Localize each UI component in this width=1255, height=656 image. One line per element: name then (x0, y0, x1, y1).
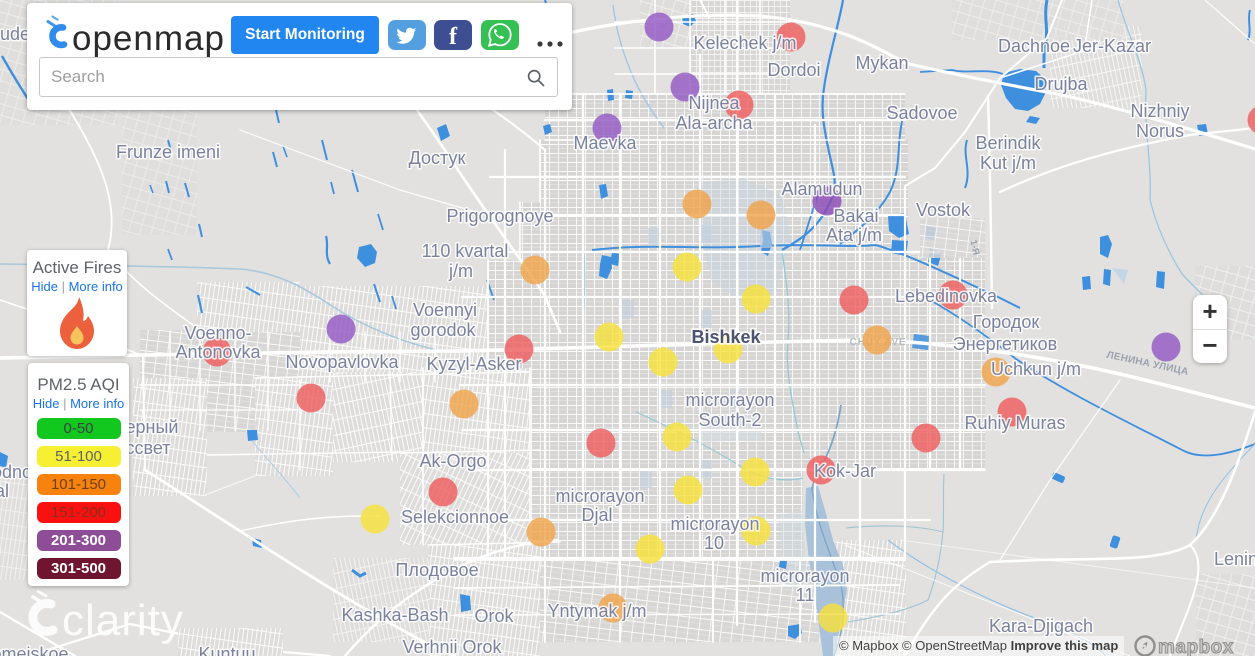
svg-text:South-2: South-2 (698, 410, 761, 430)
svg-text:Jer-Kazar: Jer-Kazar (1073, 36, 1151, 56)
svg-text:Ak-Orgo: Ak-Orgo (419, 451, 486, 471)
svg-text:Kara-Djigach: Kara-Djigach (989, 616, 1093, 636)
svg-text:Городок: Городок (973, 312, 1040, 332)
svg-text:Voenno-: Voenno- (184, 323, 251, 343)
svg-text:Verhnii Orok: Verhnii Orok (402, 637, 502, 656)
svg-text:Uchkun j/m: Uchkun j/m (991, 359, 1081, 379)
svg-text:Bishkek: Bishkek (691, 327, 761, 347)
svg-text:ерный: ерный (126, 417, 179, 437)
svg-text:Sadovoe: Sadovoe (886, 103, 957, 123)
svg-text:Voennyi: Voennyi (413, 300, 477, 320)
svg-text:Kashka-Bash: Kashka-Bash (341, 605, 448, 625)
svg-text:microrayon: microrayon (685, 390, 774, 410)
svg-text:Vostok: Vostok (916, 200, 971, 220)
svg-text:Antonovka: Antonovka (175, 342, 261, 362)
svg-text:Maevka: Maevka (573, 133, 637, 153)
svg-text:Prigorognoye: Prigorognoye (446, 206, 553, 226)
svg-text:Novopavlovka: Novopavlovka (285, 352, 399, 372)
svg-text:Orok: Orok (474, 606, 514, 626)
svg-text:Yntymak j/m: Yntymak j/m (547, 601, 646, 621)
svg-text:Mykan: Mykan (855, 53, 908, 73)
svg-text:Djal: Djal (581, 505, 612, 525)
svg-text:mapbox: mapbox (1158, 637, 1234, 656)
svg-text:Kyzyl-Asker: Kyzyl-Asker (426, 354, 521, 374)
svg-text:Kuntuu: Kuntuu (198, 644, 255, 656)
svg-text:ссвет: ссвет (125, 438, 170, 458)
svg-text:1-Я: 1-Я (967, 239, 981, 256)
svg-text:odno: odno (0, 462, 32, 482)
svg-text:Alamudun: Alamudun (781, 179, 862, 199)
svg-text:Dordoi: Dordoi (767, 60, 820, 80)
svg-text:gorodok: gorodok (410, 320, 476, 340)
svg-text:Bakai: Bakai (833, 206, 878, 226)
svg-text:ude: ude (0, 24, 30, 44)
svg-text:Kok-Jar: Kok-Jar (814, 461, 876, 481)
svg-text:Lenin: Lenin (1214, 549, 1255, 569)
svg-text:Nijnea: Nijnea (688, 93, 740, 113)
svg-text:clarity: clarity (62, 596, 184, 645)
svg-text:openmap: openmap (72, 19, 225, 58)
svg-text:11: 11 (796, 585, 815, 605)
svg-text:microrayon: microrayon (760, 566, 849, 586)
svg-text:110 kvartal: 110 kvartal (422, 241, 509, 261)
svg-text:Lebedinovka: Lebedinovka (895, 286, 998, 306)
svg-text:Norus: Norus (1136, 121, 1184, 141)
svg-text:Kut j/m: Kut j/m (980, 153, 1036, 173)
svg-text:microrayon: microrayon (555, 486, 644, 506)
svg-text:Selekcionnoe: Selekcionnoe (401, 507, 509, 527)
svg-text:Dachnoe: Dachnoe (998, 36, 1070, 56)
svg-text:Drujba: Drujba (1034, 74, 1088, 94)
svg-text:Ala-archa: Ala-archa (675, 113, 753, 133)
svg-text:Энергетиков: Энергетиков (953, 334, 1057, 354)
svg-text:Плодовое: Плодовое (395, 560, 478, 580)
svg-text:omejskoe: omejskoe (0, 644, 69, 656)
svg-text:Nizhniy: Nizhniy (1130, 101, 1189, 121)
svg-text:Ruhiy Muras: Ruhiy Muras (964, 413, 1065, 433)
svg-text:Frunze imeni: Frunze imeni (116, 142, 220, 162)
svg-text:Kelechek j/m: Kelechek j/m (693, 33, 796, 53)
svg-text:j/m: j/m (448, 261, 473, 281)
svg-text:Berindik: Berindik (975, 133, 1041, 153)
svg-text:10: 10 (704, 533, 724, 553)
svg-text:Достук: Достук (409, 148, 466, 168)
svg-text:al: al (0, 481, 9, 501)
svg-text:microrayon: microrayon (670, 514, 759, 534)
svg-text:Ata j/m: Ata j/m (826, 225, 882, 245)
